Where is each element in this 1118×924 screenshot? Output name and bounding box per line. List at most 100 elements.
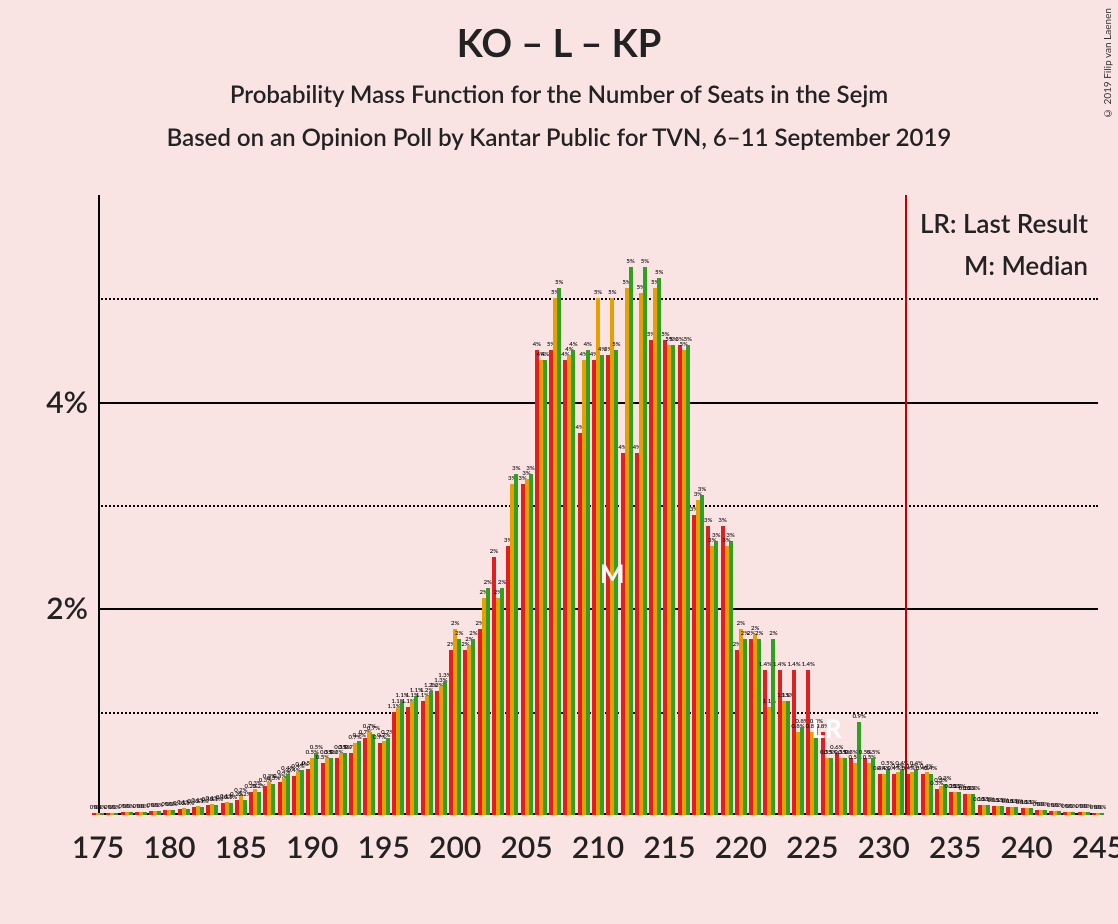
x-tick-label: 235 bbox=[929, 829, 981, 865]
bar bbox=[271, 784, 275, 815]
bar bbox=[200, 807, 204, 815]
bar bbox=[571, 350, 575, 815]
bar-value-label: 5% bbox=[594, 289, 602, 296]
bar bbox=[986, 805, 990, 815]
bar bbox=[1014, 807, 1018, 815]
bar bbox=[300, 770, 304, 815]
chart-subtitle-1: Probability Mass Function for the Number… bbox=[0, 80, 1118, 109]
lr-marker-text: LR bbox=[811, 712, 841, 744]
bar-value-label: 0.5% bbox=[867, 749, 880, 756]
bar-value-label: 3% bbox=[726, 532, 734, 539]
legend-m: M: Median bbox=[920, 245, 1088, 287]
bar-value-label: 1.4% bbox=[802, 661, 815, 668]
bar bbox=[1057, 811, 1061, 815]
bar bbox=[957, 792, 961, 815]
x-tick-label: 190 bbox=[286, 829, 338, 865]
bar bbox=[329, 758, 333, 815]
x-tick-label: 200 bbox=[429, 829, 481, 865]
x-tick-label: 225 bbox=[786, 829, 838, 865]
bar bbox=[700, 495, 704, 815]
bar bbox=[500, 588, 504, 815]
bar bbox=[529, 474, 533, 815]
bar bbox=[543, 360, 547, 815]
bar-value-label: 2% bbox=[498, 579, 506, 586]
bar-value-label: 3% bbox=[512, 465, 520, 472]
bar bbox=[686, 345, 690, 815]
bar bbox=[214, 805, 218, 815]
bar-value-label: 2% bbox=[484, 579, 492, 586]
bar-value-label: 5% bbox=[684, 336, 692, 343]
bar-value-label: 1.4% bbox=[759, 661, 772, 668]
bar-value-label: 5% bbox=[608, 289, 616, 296]
bar-value-label: 3% bbox=[526, 465, 534, 472]
bar-value-label: 0.3% bbox=[938, 775, 951, 782]
bar bbox=[129, 812, 133, 815]
bar bbox=[257, 792, 261, 815]
chart-subtitle-2: Based on an Opinion Poll by Kantar Publi… bbox=[0, 123, 1118, 152]
bar bbox=[843, 758, 847, 815]
bar bbox=[171, 810, 175, 815]
x-tick-label: 185 bbox=[215, 829, 267, 865]
x-tick-label: 180 bbox=[143, 829, 195, 865]
bar bbox=[786, 701, 790, 815]
x-tick-label: 245 bbox=[1072, 829, 1118, 865]
copyright-text: © 2019 Filip van Laenen bbox=[1102, 8, 1114, 119]
bar-value-label: 1.4% bbox=[773, 661, 786, 668]
bar-value-label: 5% bbox=[555, 279, 563, 286]
bar bbox=[100, 813, 104, 815]
bar bbox=[557, 288, 561, 815]
bar bbox=[457, 639, 461, 815]
bar bbox=[414, 696, 418, 815]
bar-value-label: 5% bbox=[641, 258, 649, 265]
chart-title: KO – L – KP bbox=[0, 20, 1118, 66]
bar bbox=[186, 809, 190, 815]
bar-value-label: 5% bbox=[626, 258, 634, 265]
bar-value-label: 0.9% bbox=[853, 713, 866, 720]
bar bbox=[586, 350, 590, 815]
chart-plot-area: LR: Last Result M: Median 2%4%1751801851… bbox=[98, 195, 1098, 815]
bar bbox=[714, 541, 718, 815]
bar bbox=[1071, 812, 1075, 815]
x-tick-label: 205 bbox=[500, 829, 552, 865]
x-tick-label: 240 bbox=[1000, 829, 1052, 865]
bar bbox=[643, 267, 647, 815]
bar-value-label: 4% bbox=[533, 341, 541, 348]
lr-vertical-line bbox=[905, 195, 907, 815]
x-tick-label: 215 bbox=[643, 829, 695, 865]
bar bbox=[400, 701, 404, 815]
bar bbox=[143, 812, 147, 815]
y-tick-label: 4% bbox=[8, 384, 88, 420]
bar-value-label: 2% bbox=[755, 630, 763, 637]
x-tick-label: 220 bbox=[715, 829, 767, 865]
bar-value-label: 0.2% bbox=[967, 785, 980, 792]
bar bbox=[243, 800, 247, 816]
bar bbox=[386, 738, 390, 816]
bar bbox=[1086, 812, 1090, 815]
bar-value-label: 3% bbox=[698, 486, 706, 493]
bar bbox=[357, 741, 361, 815]
bar-value-label: 2% bbox=[469, 630, 477, 637]
y-tick-label: 2% bbox=[8, 590, 88, 626]
bar bbox=[429, 691, 433, 815]
bar-value-label: 0% bbox=[1098, 804, 1106, 811]
bar bbox=[857, 722, 861, 815]
median-marker-text: M bbox=[600, 557, 625, 589]
bar bbox=[1029, 808, 1033, 815]
x-tick-label: 230 bbox=[858, 829, 910, 865]
bar-value-label: 3% bbox=[704, 517, 712, 524]
bar bbox=[229, 803, 233, 815]
bar bbox=[657, 278, 661, 815]
bar bbox=[114, 813, 118, 815]
bar bbox=[314, 753, 318, 815]
bar bbox=[471, 639, 475, 815]
bar bbox=[900, 769, 904, 816]
bar-value-label: 2% bbox=[455, 630, 463, 637]
bar bbox=[1043, 810, 1047, 815]
bar bbox=[729, 541, 733, 815]
bar-value-label: 4% bbox=[584, 341, 592, 348]
bar bbox=[743, 639, 747, 815]
bar bbox=[629, 267, 633, 815]
bar bbox=[800, 727, 804, 815]
bar-value-label: 1.4% bbox=[787, 661, 800, 668]
bar-value-label: 5% bbox=[612, 341, 620, 348]
